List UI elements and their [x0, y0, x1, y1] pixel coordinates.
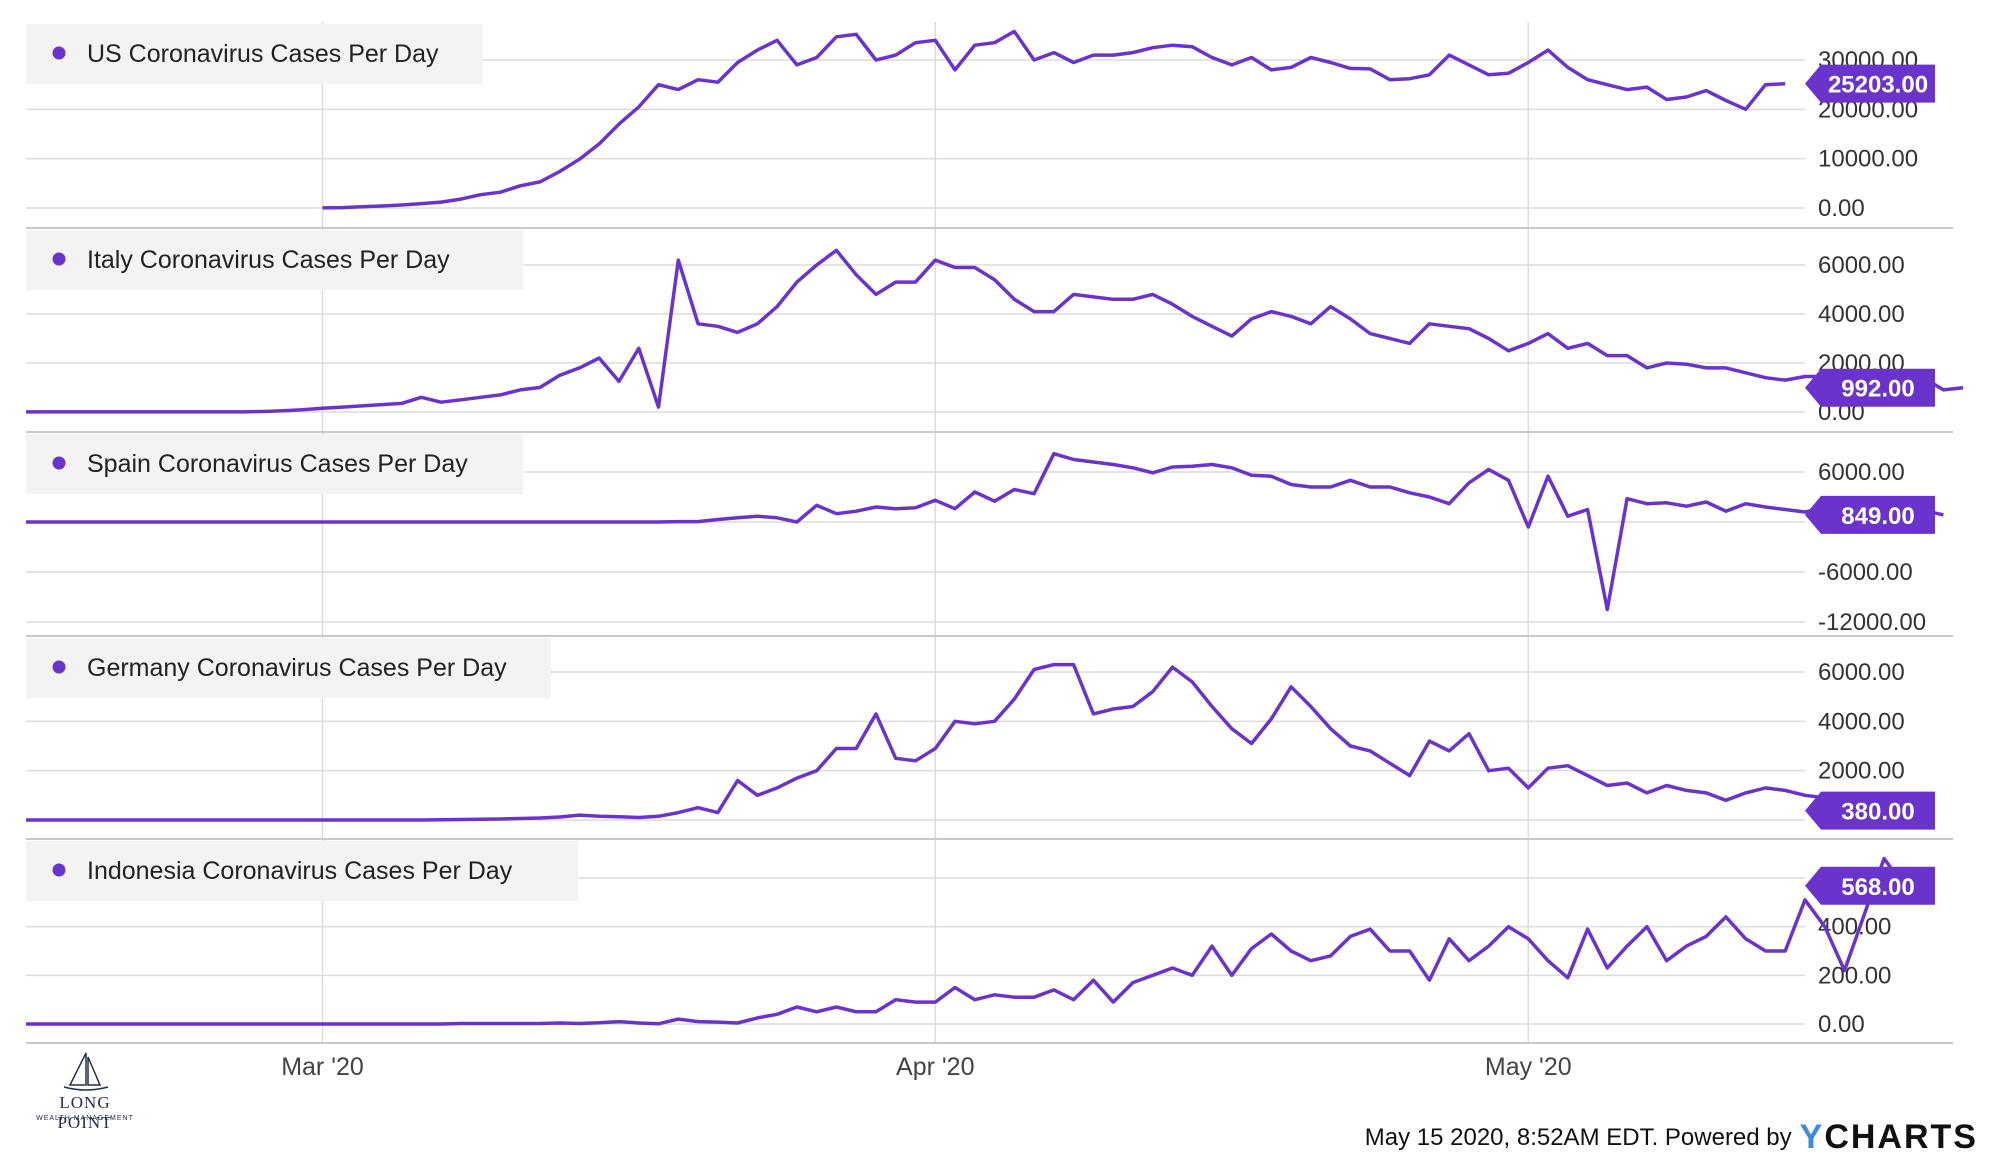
legend-marker	[52, 863, 66, 877]
last-value-badge	[1805, 495, 1935, 534]
last-value-text: 25203.00	[1828, 72, 1928, 99]
last-value-badge	[1805, 866, 1935, 905]
legend-marker	[52, 456, 66, 470]
ycharts-brand-rest: CHARTS	[1824, 1118, 1978, 1156]
legend-entry: US Coronavirus Cases Per Day	[26, 24, 483, 84]
last-value-text: 849.00	[1841, 503, 1914, 530]
last-value-label: 992.00	[1805, 368, 1935, 407]
footer-timestamp: May 15 2020, 8:52AM EDT. Powered by	[1364, 1123, 1792, 1151]
y-tick-label: -12000.00	[1818, 609, 1926, 636]
legend-label: Italy Coronavirus Cases Per Day	[87, 246, 450, 274]
last-value-text: 568.00	[1841, 874, 1914, 901]
x-tick-label: Apr '20	[896, 1053, 974, 1081]
legend-entry: Italy Coronavirus Cases Per Day	[26, 230, 524, 290]
legend-label: US Coronavirus Cases Per Day	[87, 40, 439, 68]
legend-marker	[52, 660, 66, 674]
legend-box	[26, 638, 551, 698]
long-point-logo: LONG POINT WEALTH MANAGEMENT	[30, 1049, 140, 1139]
legend-label: Spain Coronavirus Cases Per Day	[87, 450, 468, 478]
series-line	[26, 451, 1944, 612]
legend-box	[26, 434, 524, 494]
y-tick-label: -6000.00	[1818, 559, 1913, 586]
legend-entry: Germany Coronavirus Cases Per Day	[26, 638, 551, 698]
legend-label: Germany Coronavirus Cases Per Day	[87, 654, 507, 682]
y-tick-label: 6000.00	[1818, 659, 1905, 686]
last-value-text: 380.00	[1841, 799, 1914, 826]
last-value-badge	[1805, 64, 1935, 103]
y-tick-label: 6000.00	[1818, 252, 1905, 279]
last-value-text: 992.00	[1841, 376, 1914, 403]
series-line	[322, 29, 1786, 210]
y-tick-label: 4000.00	[1818, 301, 1905, 328]
legend-entry: Indonesia Coronavirus Cases Per Day	[26, 841, 578, 901]
legend-marker	[52, 46, 66, 60]
y-tick-label: 2000.00	[1818, 758, 1905, 785]
y-tick-label: 4000.00	[1818, 708, 1905, 735]
last-value-label: 568.00	[1805, 866, 1935, 905]
last-value-label: 380.00	[1805, 791, 1935, 830]
y-tick-label: 200.00	[1818, 962, 1891, 989]
series-line	[26, 662, 1905, 822]
y-tick-label: 0.00	[1818, 195, 1865, 222]
sailboat-icon	[63, 1052, 109, 1091]
logo-subtitle: WEALTH MANAGEMENT	[36, 1115, 134, 1122]
x-tick-label: May '20	[1485, 1053, 1572, 1081]
logo-name: LONG POINT	[57, 1093, 113, 1132]
ycharts-brand-y: Y	[1799, 1118, 1825, 1156]
legend-marker	[52, 252, 66, 266]
last-value-label: 25203.00	[1805, 64, 1935, 103]
y-tick-label: 10000.00	[1818, 146, 1918, 173]
footer: May 15 2020, 8:52AM EDT. Powered by YCHA…	[1365, 1118, 1978, 1157]
legend-box	[26, 841, 578, 901]
series-line	[26, 248, 1964, 414]
last-value-label: 849.00	[1805, 495, 1935, 534]
last-value-badge	[1805, 791, 1935, 830]
y-tick-label: 0.00	[1818, 1011, 1865, 1038]
legend-box	[26, 230, 524, 290]
series-line	[26, 856, 1906, 1026]
ycharts-brand[interactable]: YCHARTS	[1800, 1118, 1978, 1157]
legend-label: Indonesia Coronavirus Cases Per Day	[87, 857, 513, 885]
legend-box	[26, 24, 483, 84]
last-value-badge	[1805, 368, 1935, 407]
y-tick-label: 6000.00	[1818, 459, 1905, 486]
x-tick-label: Mar '20	[281, 1053, 364, 1081]
legend-entry: Spain Coronavirus Cases Per Day	[26, 434, 524, 494]
